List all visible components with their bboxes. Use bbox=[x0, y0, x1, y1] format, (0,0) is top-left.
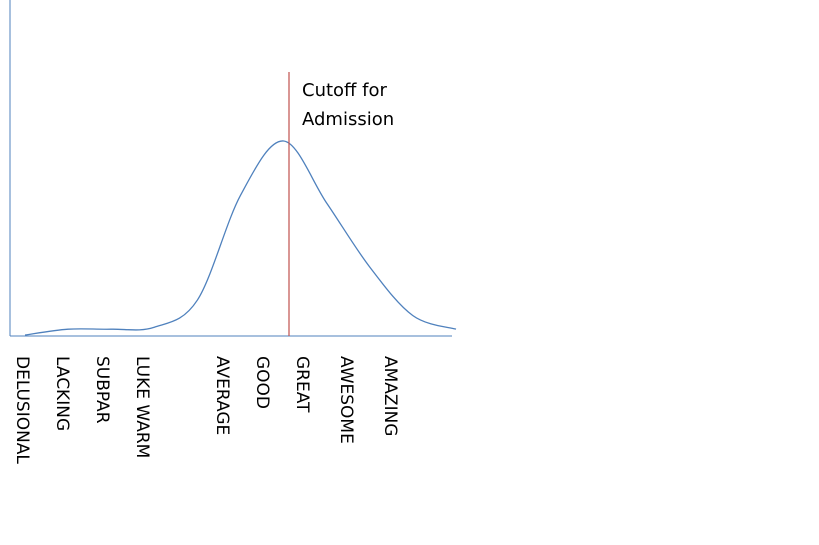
x-tick-label: AMAZING bbox=[380, 356, 400, 436]
x-tick-label: SUBPAR bbox=[92, 356, 112, 424]
cutoff-label-line2: Admission bbox=[302, 109, 394, 130]
x-tick-label: GOOD bbox=[252, 356, 272, 409]
x-tick-label: LUKE WARM bbox=[132, 356, 152, 458]
x-tick-label: DELUSIONAL bbox=[12, 356, 32, 464]
x-tick-label: AWESOME bbox=[336, 356, 356, 444]
x-tick-label: GREAT bbox=[292, 356, 312, 413]
x-tick-labels: DELUSIONAL LACKING SUBPAR LUKE WARM AVERAGE G… bbox=[12, 356, 400, 464]
cutoff-label-line1: Cutoff for bbox=[302, 80, 388, 101]
distribution-curve bbox=[24, 140, 457, 336]
x-tick-label: LACKING bbox=[52, 356, 72, 431]
x-tick-label: AVERAGE bbox=[212, 356, 232, 435]
